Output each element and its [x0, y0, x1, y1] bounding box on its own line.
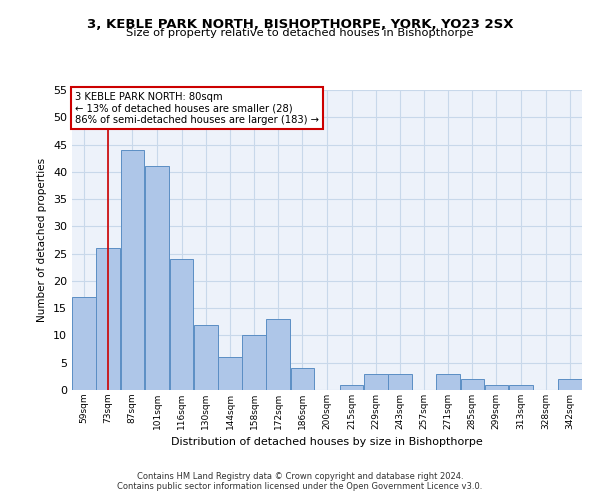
- Bar: [266, 319, 290, 390]
- X-axis label: Distribution of detached houses by size in Bishopthorpe: Distribution of detached houses by size …: [171, 438, 483, 448]
- Text: Size of property relative to detached houses in Bishopthorpe: Size of property relative to detached ho…: [126, 28, 474, 38]
- Bar: [73, 298, 95, 390]
- Bar: [509, 384, 533, 390]
- Text: Contains HM Land Registry data © Crown copyright and database right 2024.: Contains HM Land Registry data © Crown c…: [137, 472, 463, 481]
- Bar: [218, 358, 242, 390]
- Bar: [388, 374, 412, 390]
- Bar: [364, 374, 388, 390]
- Bar: [194, 324, 218, 390]
- Bar: [290, 368, 314, 390]
- Text: Contains public sector information licensed under the Open Government Licence v3: Contains public sector information licen…: [118, 482, 482, 491]
- Bar: [121, 150, 143, 390]
- Bar: [559, 379, 581, 390]
- Text: 3, KEBLE PARK NORTH, BISHOPTHORPE, YORK, YO23 2SX: 3, KEBLE PARK NORTH, BISHOPTHORPE, YORK,…: [87, 18, 513, 30]
- Bar: [485, 384, 508, 390]
- Bar: [436, 374, 460, 390]
- Bar: [170, 259, 193, 390]
- Text: 3 KEBLE PARK NORTH: 80sqm
← 13% of detached houses are smaller (28)
86% of semi-: 3 KEBLE PARK NORTH: 80sqm ← 13% of detac…: [74, 92, 319, 124]
- Bar: [145, 166, 169, 390]
- Y-axis label: Number of detached properties: Number of detached properties: [37, 158, 47, 322]
- Bar: [97, 248, 119, 390]
- Bar: [461, 379, 484, 390]
- Bar: [340, 384, 364, 390]
- Bar: [242, 336, 266, 390]
